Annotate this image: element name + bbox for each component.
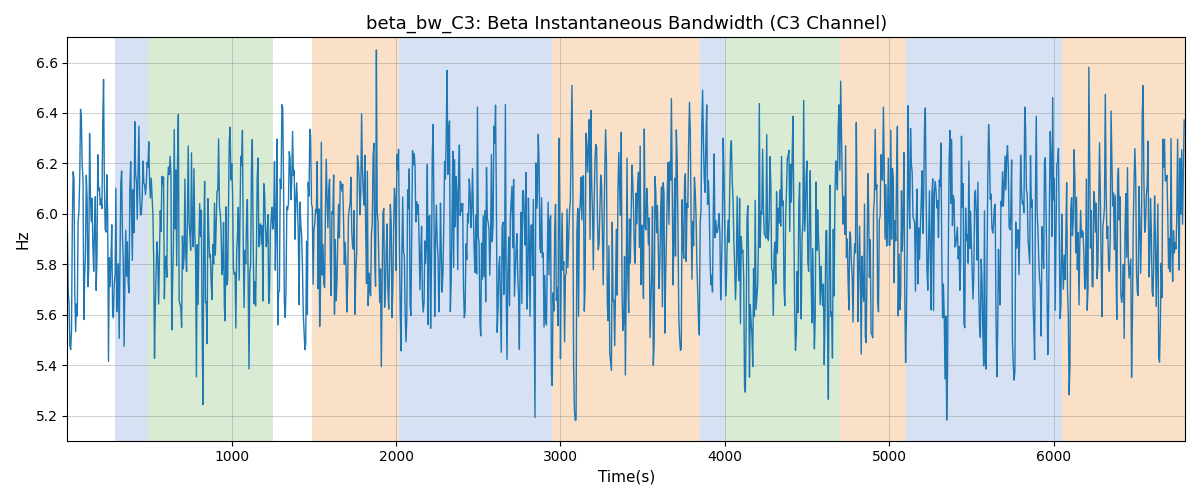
Bar	[840, 38, 906, 440]
Bar	[148, 38, 272, 440]
Bar	[400, 38, 552, 440]
Bar	[1062, 38, 1186, 440]
Title: beta_bw_C3: Beta Instantaneous Bandwidth (C3 Channel): beta_bw_C3: Beta Instantaneous Bandwidth…	[366, 15, 887, 34]
X-axis label: Time(s): Time(s)	[598, 470, 655, 485]
Y-axis label: Hz: Hz	[16, 230, 30, 249]
Bar	[906, 38, 1062, 440]
Bar	[552, 38, 700, 440]
Bar	[115, 38, 148, 440]
Bar	[700, 38, 725, 440]
Bar	[725, 38, 840, 440]
Bar	[312, 38, 400, 440]
